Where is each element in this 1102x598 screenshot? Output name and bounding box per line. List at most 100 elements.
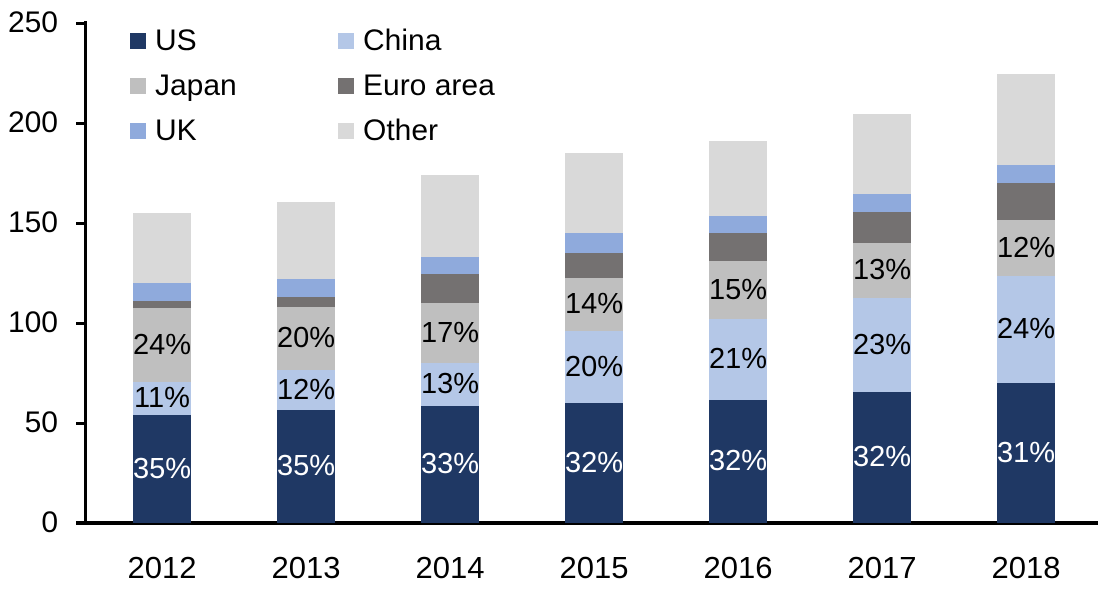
legend-label: Euro area	[363, 69, 495, 102]
y-tick-50	[76, 421, 85, 425]
bar-segment-uk-2012	[133, 283, 191, 301]
segment-label-japan-2018: 12%	[996, 231, 1056, 264]
y-axis-line	[84, 21, 87, 525]
segment-label-china-2017: 23%	[852, 328, 912, 361]
y-tick-label-50: 50	[24, 406, 58, 439]
legend-swatch	[338, 78, 354, 94]
y-tick-250	[76, 21, 85, 25]
bar-segment-china-2016: 21%	[709, 319, 767, 400]
bar-segment-uk-2014	[421, 257, 479, 274]
bar-segment-euro-area-2014	[421, 274, 479, 303]
segment-label-japan-2015: 14%	[564, 288, 624, 320]
y-tick-label-200: 200	[7, 106, 58, 139]
bar-segment-uk-2013	[277, 279, 335, 297]
segment-label-us-2015: 32%	[564, 446, 624, 479]
y-tick-label-100: 100	[7, 306, 58, 339]
segment-label-japan-2016: 15%	[708, 273, 768, 306]
bar-segment-japan-2015: 14%	[565, 278, 623, 331]
bar-segment-us-2012: 35%	[133, 415, 191, 523]
y-tick-0	[76, 521, 85, 525]
bar-segment-other-2012	[133, 213, 191, 283]
segment-label-us-2014: 33%	[420, 448, 480, 480]
segment-label-japan-2013: 20%	[276, 322, 336, 354]
segment-label-china-2013: 12%	[276, 373, 336, 406]
segment-label-us-2016: 32%	[708, 445, 768, 477]
legend-item-euro-area: Euro area	[338, 70, 495, 102]
y-tick-100	[76, 321, 85, 325]
y-tick-label-250: 250	[7, 6, 58, 39]
bar-segment-euro-area-2012	[133, 301, 191, 308]
legend-swatch	[338, 33, 354, 49]
bar-segment-china-2014: 13%	[421, 363, 479, 406]
bar-segment-china-2015: 20%	[565, 331, 623, 403]
x-tick-label-2014: 2014	[415, 550, 485, 585]
bar-segment-other-2013	[277, 202, 335, 279]
legend-item-other: Other	[338, 115, 495, 147]
segment-label-us-2018: 31%	[996, 436, 1056, 469]
segment-label-japan-2017: 13%	[852, 254, 912, 286]
y-tick-label-150: 150	[7, 206, 58, 239]
bar-segment-china-2013: 12%	[277, 370, 335, 410]
bar-segment-euro-area-2013	[277, 297, 335, 307]
bar-segment-japan-2014: 17%	[421, 303, 479, 363]
bar-segment-japan-2017: 13%	[853, 243, 911, 298]
bar-segment-uk-2015	[565, 233, 623, 253]
bar-segment-euro-area-2016	[709, 233, 767, 261]
y-tick-200	[76, 121, 85, 125]
bar-segment-other-2017	[853, 114, 911, 194]
bar-segment-china-2012: 11%	[133, 382, 191, 415]
segment-label-us-2012: 35%	[132, 452, 192, 485]
bar-segment-euro-area-2015	[565, 253, 623, 278]
y-tick-label-0: 0	[41, 506, 58, 539]
bar-segment-other-2014	[421, 175, 479, 257]
x-tick-label-2015: 2015	[559, 550, 629, 585]
bar-segment-japan-2018: 12%	[997, 220, 1055, 276]
legend-swatch	[338, 123, 354, 139]
bar-segment-euro-area-2017	[853, 212, 911, 243]
legend-swatch	[130, 78, 146, 94]
bar-segment-japan-2012: 24%	[133, 308, 191, 382]
legend-swatch	[130, 123, 146, 139]
bar-segment-us-2015: 32%	[565, 403, 623, 523]
x-tick-label-2016: 2016	[703, 550, 773, 585]
legend-label: UK	[155, 114, 197, 147]
segment-label-china-2016: 21%	[708, 343, 768, 375]
y-tick-150	[76, 221, 85, 225]
bar-segment-china-2018: 24%	[997, 276, 1055, 383]
legend-label: Other	[363, 114, 439, 147]
segment-label-china-2014: 13%	[420, 368, 480, 400]
bar-segment-euro-area-2018	[997, 183, 1055, 220]
segment-label-japan-2014: 17%	[420, 316, 480, 349]
x-tick-label-2018: 2018	[991, 550, 1061, 585]
x-tick-label-2012: 2012	[127, 550, 197, 585]
bar-segment-us-2018: 31%	[997, 383, 1055, 523]
bar-segment-china-2017: 23%	[853, 298, 911, 392]
x-axis-line	[76, 521, 1098, 525]
segment-label-china-2015: 20%	[564, 350, 624, 383]
bar-segment-uk-2017	[853, 194, 911, 212]
bar-segment-us-2016: 32%	[709, 400, 767, 523]
legend-item-japan: Japan	[130, 70, 338, 102]
legend-label: US	[155, 24, 197, 57]
bar-segment-japan-2016: 15%	[709, 261, 767, 319]
segment-label-us-2013: 35%	[276, 450, 336, 482]
x-tick-label-2017: 2017	[847, 550, 917, 585]
legend-label: China	[363, 24, 442, 57]
bar-segment-uk-2016	[709, 216, 767, 233]
legend-item-china: China	[338, 25, 495, 57]
legend: US China Japan Euro area UK Other	[130, 25, 495, 147]
x-tick-label-2013: 2013	[271, 550, 341, 585]
legend-label: Japan	[155, 69, 237, 102]
bar-segment-us-2014: 33%	[421, 406, 479, 523]
segment-label-japan-2012: 24%	[132, 328, 192, 361]
legend-swatch	[130, 33, 146, 49]
bar-segment-other-2015	[565, 153, 623, 233]
bar-segment-uk-2018	[997, 165, 1055, 183]
segment-label-china-2012: 11%	[134, 382, 190, 414]
legend-item-uk: UK	[130, 115, 338, 147]
segment-label-china-2018: 24%	[996, 313, 1056, 345]
bar-segment-us-2013: 35%	[277, 410, 335, 523]
bar-segment-japan-2013: 20%	[277, 307, 335, 370]
bar-segment-us-2017: 32%	[853, 392, 911, 523]
